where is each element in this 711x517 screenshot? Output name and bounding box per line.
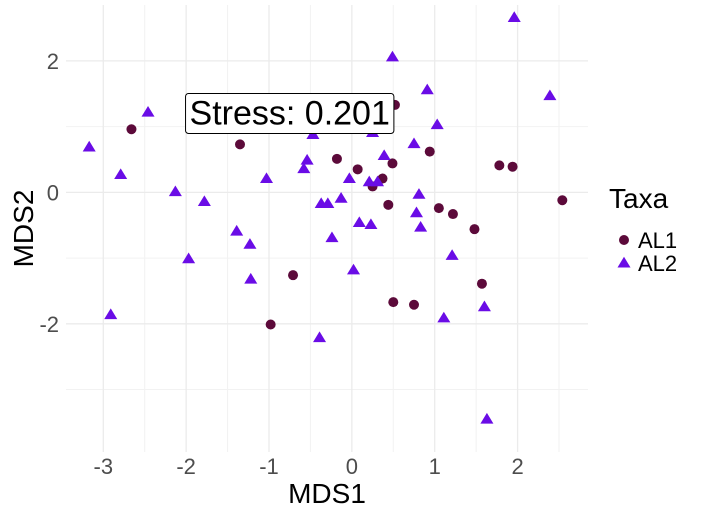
data-point-al2 [385,50,399,62]
data-point-al1 [288,270,299,281]
data-point-al2 [362,175,376,187]
data-point-al1 [409,299,419,310]
data-point-al2 [325,231,339,243]
data-point-al2 [420,83,434,95]
x-tick-label: -2 [176,454,196,479]
data-point-al1 [235,139,245,150]
stress-annotation: Stress: 0.201 [185,92,395,134]
x-tick-label: 1 [429,454,441,479]
data-point-al2 [230,224,244,236]
data-point-al2 [347,263,361,275]
data-point-al1 [388,297,399,308]
data-point-al2 [168,185,182,197]
x-axis-title: MDS1 [288,478,366,509]
data-point-al1 [383,199,394,210]
legend-label-al2: AL2 [638,251,677,276]
legend-item-al1: AL1 [619,228,677,253]
data-point-al1 [126,124,137,135]
legend-marker-al1 [619,235,629,245]
data-point-al2 [182,252,196,264]
x-tick-label: -3 [94,454,114,479]
x-tick-label: 0 [346,454,358,479]
data-point-al2 [197,195,211,207]
data-points [82,11,568,424]
x-tick-label: 2 [511,454,523,479]
data-point-al1 [424,146,435,157]
data-point-al2 [507,11,521,22]
data-point-al2 [297,162,311,174]
data-point-al2 [141,105,155,117]
data-point-al2 [412,188,426,199]
data-point-al2 [114,168,128,180]
data-point-al2 [430,118,444,130]
data-point-al2 [342,172,356,184]
data-point-al1 [476,278,487,289]
legend-label-al1: AL1 [638,228,677,253]
y-tick-label: -2 [39,312,59,337]
data-point-al2 [409,206,423,218]
data-point-al2 [437,311,451,323]
data-point-al1 [433,203,444,214]
grid-lines [66,5,588,452]
data-point-al2 [260,172,274,184]
data-point-al2 [407,137,421,149]
data-point-al1 [447,209,458,220]
data-point-al1 [387,158,398,169]
data-point-al1 [265,319,276,330]
data-point-al2 [104,308,118,320]
legend-marker-al2 [617,256,631,268]
data-point-al1 [469,224,480,235]
data-point-al2 [321,197,335,208]
y-axis-title: MDS2 [8,190,39,268]
data-point-al2 [352,216,366,228]
data-point-al2 [445,249,459,260]
y-tick-label: 2 [47,49,59,74]
data-point-al2 [543,89,557,101]
data-point-al1 [331,153,342,164]
data-point-al2 [477,300,491,312]
data-point-al2 [243,238,257,249]
legend-item-al2: AL2 [617,251,677,276]
data-point-al1 [507,161,518,172]
data-point-al1 [494,160,505,171]
axis-tick-labels: -3 -2 -1 0 1 2 -2 0 2 [39,49,523,479]
data-point-al2 [244,272,258,284]
data-point-al1 [557,195,568,206]
x-tick-label: -1 [259,454,279,479]
data-point-al1 [352,164,363,175]
data-point-al2 [313,331,327,343]
data-point-al2 [414,220,428,232]
legend-title: Taxa [609,183,669,214]
data-point-al2 [300,153,314,165]
y-tick-label: 0 [47,180,59,205]
series-al1 [126,99,568,330]
data-point-al2 [371,175,385,187]
data-point-al2 [480,412,494,424]
stress-annotation-box [185,92,395,134]
data-point-al2 [364,218,378,230]
stress-annotation-text: Stress: 0.201 [190,94,390,132]
series-al2 [82,11,557,424]
data-point-al2 [334,192,348,203]
data-point-al2 [82,140,96,152]
data-point-al2 [377,149,391,160]
